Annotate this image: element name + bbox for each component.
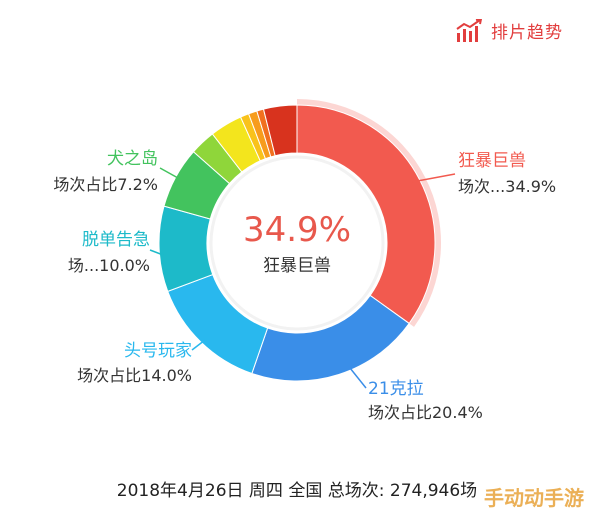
- center-value: 34.9%: [243, 210, 351, 250]
- callout-line-2: [191, 339, 206, 351]
- callout-line-1: [349, 367, 367, 389]
- slice-value-label-3: 场...10.0%: [68, 256, 150, 275]
- watermark: 手动动手游: [484, 486, 584, 510]
- slice-value-label-1: 场次占比20.4%: [368, 403, 483, 422]
- slice-highlight: [297, 99, 442, 327]
- bar-trend-icon: [456, 18, 483, 42]
- callout-line-3: [149, 249, 164, 256]
- footer-summary: 2018年4月26日 周四 全国 总场次: 274,946场: [0, 476, 594, 501]
- slice-value-label-2: 场次占比14.0%: [77, 366, 192, 385]
- slice-name-label-4: 犬之岛: [107, 149, 158, 169]
- callout-line-0: [411, 173, 456, 183]
- donut-slice-0[interactable]: [296, 104, 436, 325]
- donut-slice-10[interactable]: [262, 104, 298, 157]
- footer-weekday: 周四: [248, 481, 283, 501]
- footer-date: 2018年4月26日: [116, 481, 244, 501]
- brand-label: 排片趋势: [491, 23, 563, 43]
- slice-value-label-4: 场次占比7.2%: [53, 175, 158, 194]
- center-label: 狂暴巨兽: [263, 256, 331, 276]
- slice-name-label-0: 狂暴巨兽: [458, 151, 526, 171]
- donut-chart: 34.9%狂暴巨兽狂暴巨兽场次...34.9%21克拉场次占比20.4%头号玩家…: [53, 99, 556, 422]
- slice-name-label-2: 头号玩家: [124, 341, 192, 361]
- footer-total-label: 总场次:: [327, 481, 385, 501]
- slice-name-label-1: 21克拉: [368, 379, 424, 399]
- donut-slice-1[interactable]: [251, 294, 410, 382]
- slice-value-label-0: 场次...34.9%: [458, 177, 556, 196]
- brand-header[interactable]: 排片趋势: [455, 18, 563, 43]
- donut-inner-ring: [209, 155, 385, 331]
- footer-scope: 全国: [288, 481, 323, 501]
- footer-total-value: 274,946场: [389, 481, 478, 501]
- slice-name-label-3: 脱单告急: [82, 230, 150, 250]
- callout-line-4: [159, 167, 179, 179]
